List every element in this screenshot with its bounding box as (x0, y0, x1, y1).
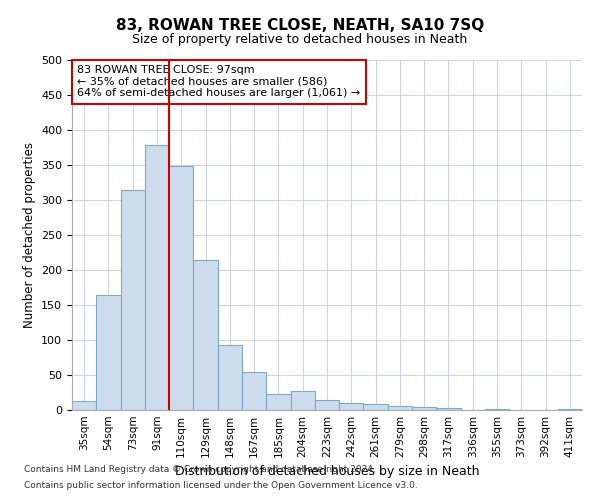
Text: Contains HM Land Registry data © Crown copyright and database right 2024.: Contains HM Land Registry data © Crown c… (24, 466, 376, 474)
Bar (169, 166, 193, 410)
Bar (145, 146, 169, 410)
Bar (412, 407, 436, 410)
Bar (558, 408, 582, 410)
Text: Contains public sector information licensed under the Open Government Licence v3: Contains public sector information licen… (24, 480, 418, 490)
Bar (388, 406, 412, 410)
Text: Size of property relative to detached houses in Neath: Size of property relative to detached ho… (133, 32, 467, 46)
Text: 83 ROWAN TREE CLOSE: 97sqm
← 35% of detached houses are smaller (586)
64% of sem: 83 ROWAN TREE CLOSE: 97sqm ← 35% of deta… (77, 66, 361, 98)
Y-axis label: Number of detached properties: Number of detached properties (23, 142, 35, 328)
Bar (72, 401, 96, 410)
Bar (290, 391, 315, 410)
Bar (315, 400, 339, 410)
X-axis label: Distribution of detached houses by size in Neath: Distribution of detached houses by size … (175, 466, 479, 478)
Bar (339, 403, 364, 410)
Bar (121, 190, 145, 410)
Bar (218, 345, 242, 410)
Bar (96, 294, 121, 410)
Bar (193, 260, 218, 410)
Bar (436, 408, 461, 410)
Bar (266, 394, 290, 410)
Bar (242, 372, 266, 410)
Text: 83, ROWAN TREE CLOSE, NEATH, SA10 7SQ: 83, ROWAN TREE CLOSE, NEATH, SA10 7SQ (116, 18, 484, 32)
Bar (364, 404, 388, 410)
